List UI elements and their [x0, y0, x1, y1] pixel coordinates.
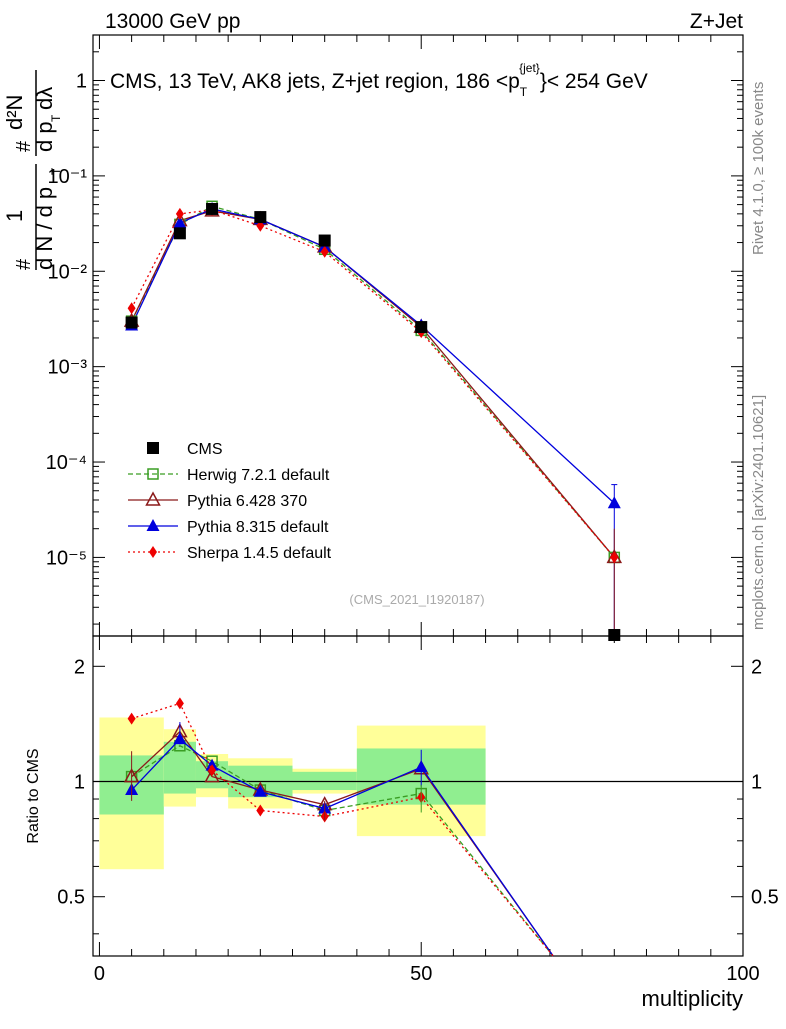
svg-text:T: T — [49, 114, 63, 122]
cms-marker — [173, 227, 186, 240]
series-marker — [607, 496, 621, 509]
y-tick-label: 1 — [76, 71, 87, 93]
ratio-y-tick-label: 0.5 — [57, 887, 85, 909]
y-axis-label: # d N / d p T 1 # d p T d²N dλ — [2, 70, 63, 270]
svg-text:#: # — [13, 258, 35, 270]
header-energy: 13000 GeV pp — [105, 10, 240, 33]
ratio-marker — [208, 764, 217, 777]
header-process: Z+Jet — [690, 10, 743, 33]
ratio-marker — [127, 712, 136, 725]
cms-marker — [254, 211, 267, 224]
y-tick-label: 10⁻² — [48, 261, 88, 283]
ratio-y-tick-label: 2 — [751, 656, 762, 678]
legend-marker — [146, 519, 160, 531]
x-tick-label: 50 — [410, 963, 432, 985]
mcplots-label: mcplots.cern.ch [arXiv:2401.10621] — [750, 395, 767, 630]
cms-marker — [125, 316, 138, 329]
series-marker — [175, 207, 184, 220]
svg-text:T: T — [49, 167, 63, 175]
x-tick-label: 0 — [94, 963, 105, 985]
analysis-id: (CMS_2021_I1920187) — [349, 592, 484, 607]
legend-marker — [149, 546, 157, 558]
y-tick-label: 10⁻¹ — [48, 166, 88, 188]
ratio-y-label: Ratio to CMS — [25, 748, 42, 843]
series-marker — [173, 216, 187, 229]
cms-marker — [415, 321, 428, 334]
rivet-label: Rivet 4.1.0, ≥ 100k events — [750, 82, 767, 255]
x-axis-label: multiplicity — [642, 986, 743, 1011]
y-tick-label: 10⁻⁴ — [46, 452, 87, 474]
cms-marker — [318, 234, 331, 247]
legend-label: Herwig 7.2.1 default — [187, 467, 330, 484]
cms-marker — [206, 202, 219, 215]
plot-title: CMS, 13 TeV, AK8 jets, Z+jet region, 186… — [110, 61, 648, 99]
ratio-panel-frame — [92, 635, 744, 957]
svg-text:1: 1 — [2, 210, 27, 222]
ratio-marker — [253, 784, 267, 797]
y-tick-label: 10⁻⁵ — [46, 547, 87, 569]
legend-label: CMS — [187, 441, 223, 458]
legend-label: Pythia 8.315 default — [187, 519, 329, 536]
x-tick-label: 100 — [726, 963, 759, 985]
svg-text:dλ: dλ — [32, 87, 57, 110]
ratio-band-inner — [163, 741, 196, 794]
cms-marker — [608, 629, 621, 641]
series-line — [131, 208, 615, 504]
legend-label: Sherpa 1.4.5 default — [187, 545, 332, 562]
svg-text:#: # — [13, 140, 35, 152]
ratio-marker — [204, 768, 220, 783]
ratio-y-tick-label: 1 — [751, 772, 762, 794]
ratio-y-tick-label: 2 — [74, 656, 85, 678]
svg-text:d²N: d²N — [2, 95, 27, 130]
series-marker — [610, 551, 619, 564]
ratio-marker — [175, 697, 184, 710]
legend-marker — [147, 468, 159, 480]
ratio-y-tick-label: 1 — [74, 772, 85, 794]
legend-label: Pythia 6.428 370 — [187, 493, 307, 510]
ratio-marker — [256, 804, 265, 817]
series-marker — [127, 302, 136, 315]
legend-marker — [147, 442, 159, 454]
series-marker — [320, 245, 329, 258]
ratio-y-tick-label: 0.5 — [751, 887, 779, 909]
y-tick-label: 10⁻³ — [48, 357, 88, 379]
legend-marker — [145, 491, 161, 506]
